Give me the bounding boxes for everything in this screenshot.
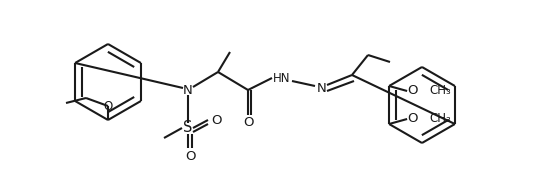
Text: O: O <box>211 115 221 128</box>
Text: HN: HN <box>273 71 291 84</box>
Text: O: O <box>103 100 112 113</box>
Text: CH₃: CH₃ <box>429 113 451 126</box>
Text: O: O <box>185 149 195 162</box>
Text: S: S <box>183 121 193 135</box>
Text: CH₃: CH₃ <box>429 84 451 97</box>
Text: O: O <box>407 113 418 126</box>
Text: O: O <box>243 116 253 129</box>
Text: O: O <box>407 84 418 97</box>
Text: N: N <box>317 82 327 95</box>
Text: N: N <box>183 83 193 96</box>
